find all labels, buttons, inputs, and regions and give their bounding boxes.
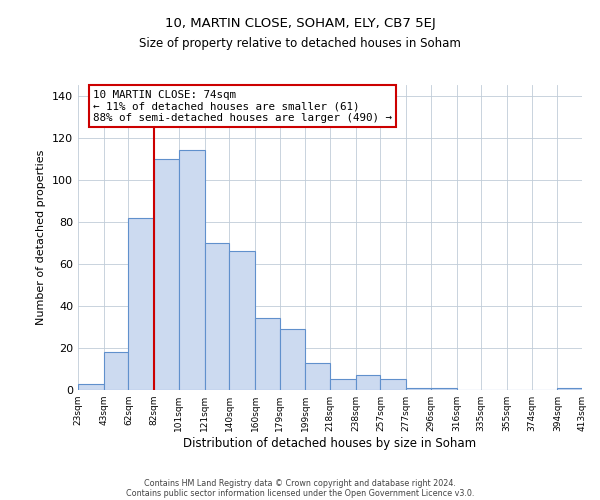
Bar — [356, 376, 380, 390]
Bar — [128, 218, 154, 390]
Bar — [380, 380, 406, 390]
X-axis label: Distribution of detached houses by size in Soham: Distribution of detached houses by size … — [184, 437, 476, 450]
Bar — [305, 362, 330, 390]
Bar — [229, 251, 255, 390]
Bar — [205, 243, 229, 390]
Bar — [431, 388, 457, 390]
Bar — [179, 150, 205, 390]
Text: 10 MARTIN CLOSE: 74sqm
← 11% of detached houses are smaller (61)
88% of semi-det: 10 MARTIN CLOSE: 74sqm ← 11% of detached… — [93, 90, 392, 123]
Bar — [154, 158, 179, 390]
Text: Contains public sector information licensed under the Open Government Licence v3: Contains public sector information licen… — [126, 488, 474, 498]
Bar — [255, 318, 280, 390]
Bar — [78, 384, 104, 390]
Text: Size of property relative to detached houses in Soham: Size of property relative to detached ho… — [139, 38, 461, 51]
Bar — [330, 380, 356, 390]
Bar — [406, 388, 431, 390]
Bar — [104, 352, 128, 390]
Text: Contains HM Land Registry data © Crown copyright and database right 2024.: Contains HM Land Registry data © Crown c… — [144, 478, 456, 488]
Y-axis label: Number of detached properties: Number of detached properties — [37, 150, 46, 325]
Text: 10, MARTIN CLOSE, SOHAM, ELY, CB7 5EJ: 10, MARTIN CLOSE, SOHAM, ELY, CB7 5EJ — [164, 18, 436, 30]
Bar — [557, 388, 582, 390]
Bar — [280, 329, 305, 390]
